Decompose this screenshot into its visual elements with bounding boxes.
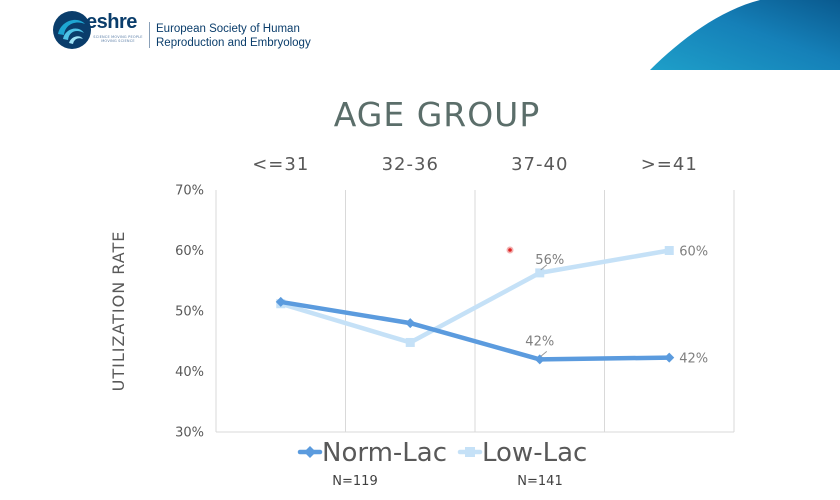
y-tick-label: 40% (175, 365, 204, 380)
logo-divider (149, 22, 150, 48)
legend-swatch-marker (465, 447, 475, 457)
data-label: 56% (535, 253, 564, 268)
data-point-low-lac (535, 268, 545, 278)
category-label: 32-36 (382, 154, 439, 175)
data-point-low-lac (405, 337, 415, 347)
eshre-logo[interactable]: eshre SCIENCE MOVING PEOPLE MOVING SCIEN… (52, 8, 332, 58)
data-point-norm-lac (534, 354, 545, 365)
y-tick-label: 50% (175, 305, 204, 320)
pointer-dot-inner (508, 248, 512, 252)
org-name-line1: European Society of Human (156, 23, 300, 35)
n-count-label: N=141 (517, 474, 562, 489)
y-tick-label: 70% (175, 184, 204, 199)
logo-wordmark: eshre (86, 11, 137, 33)
corner-decoration (650, 0, 840, 70)
category-label: <=31 (252, 154, 309, 175)
data-label-leader (540, 264, 548, 271)
legend-label: Norm-Lac (322, 438, 447, 468)
data-label: 60% (679, 245, 708, 260)
category-label: >=41 (641, 154, 698, 175)
chart-title: AGE GROUP (333, 95, 541, 134)
organization-name: European Society of Human Reproduction a… (156, 23, 311, 50)
legend-swatch-marker (304, 446, 316, 458)
data-point-low-lac (664, 246, 674, 255)
data-label: 42% (525, 334, 554, 349)
y-tick-label: 60% (175, 244, 204, 259)
data-label-leader (540, 351, 548, 357)
logo-tagline: SCIENCE MOVING PEOPLE MOVING SCIENCE (93, 35, 143, 44)
series-line-norm-lac (278, 299, 672, 362)
category-label: 37-40 (511, 154, 568, 175)
data-point-norm-lac (664, 352, 675, 363)
series-line-low-lac (278, 248, 672, 345)
y-axis-title: UTILIZATION RATE (109, 231, 128, 392)
n-count-label: N=119 (332, 474, 377, 489)
data-point-norm-lac (275, 296, 286, 307)
org-name-line2: Reproduction and Embryology (156, 36, 311, 49)
legend-label: Low-Lac (482, 438, 587, 468)
data-point-norm-lac (405, 318, 416, 329)
eshre-wave-icon (53, 11, 91, 49)
data-label: 42% (679, 352, 708, 367)
y-tick-label: 30% (175, 426, 204, 441)
